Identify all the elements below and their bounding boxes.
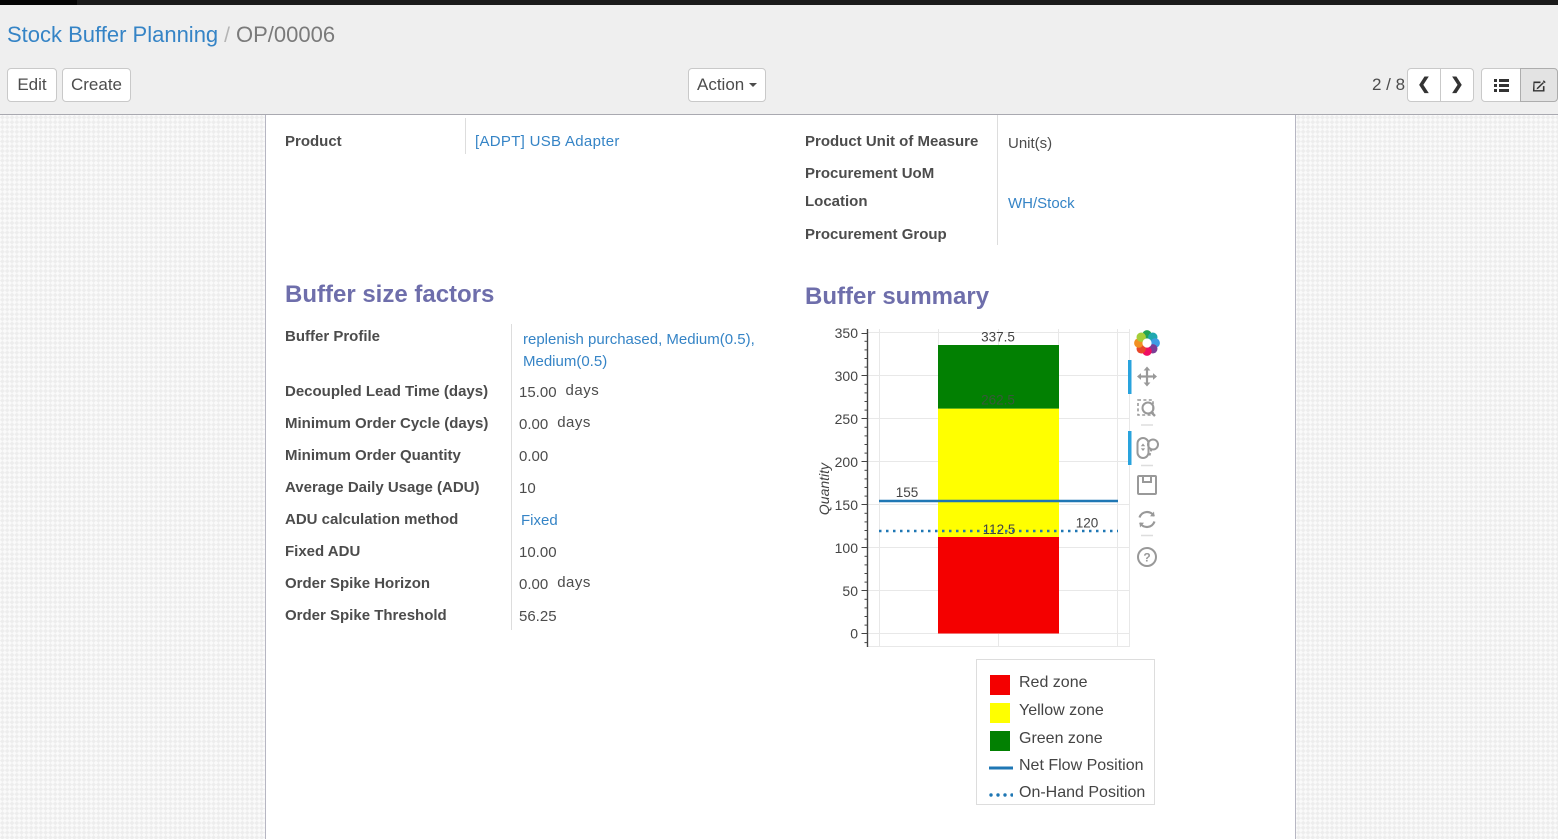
svg-text:50: 50 bbox=[842, 583, 858, 599]
svg-text:112.5: 112.5 bbox=[983, 522, 1016, 537]
svg-text:155: 155 bbox=[896, 485, 919, 500]
svg-text:250: 250 bbox=[835, 411, 859, 427]
svg-text:0: 0 bbox=[850, 626, 858, 642]
svg-text:262.5: 262.5 bbox=[981, 393, 1015, 408]
svg-text:120: 120 bbox=[1076, 516, 1099, 531]
svg-text:100: 100 bbox=[835, 540, 859, 556]
svg-text:300: 300 bbox=[835, 368, 859, 384]
svg-text:350: 350 bbox=[835, 325, 859, 341]
svg-text:?: ? bbox=[1143, 551, 1150, 565]
svg-text:337.5: 337.5 bbox=[981, 330, 1015, 345]
svg-text:Quantity: Quantity bbox=[816, 462, 832, 515]
svg-text:150: 150 bbox=[835, 497, 859, 513]
svg-text:200: 200 bbox=[835, 454, 859, 470]
